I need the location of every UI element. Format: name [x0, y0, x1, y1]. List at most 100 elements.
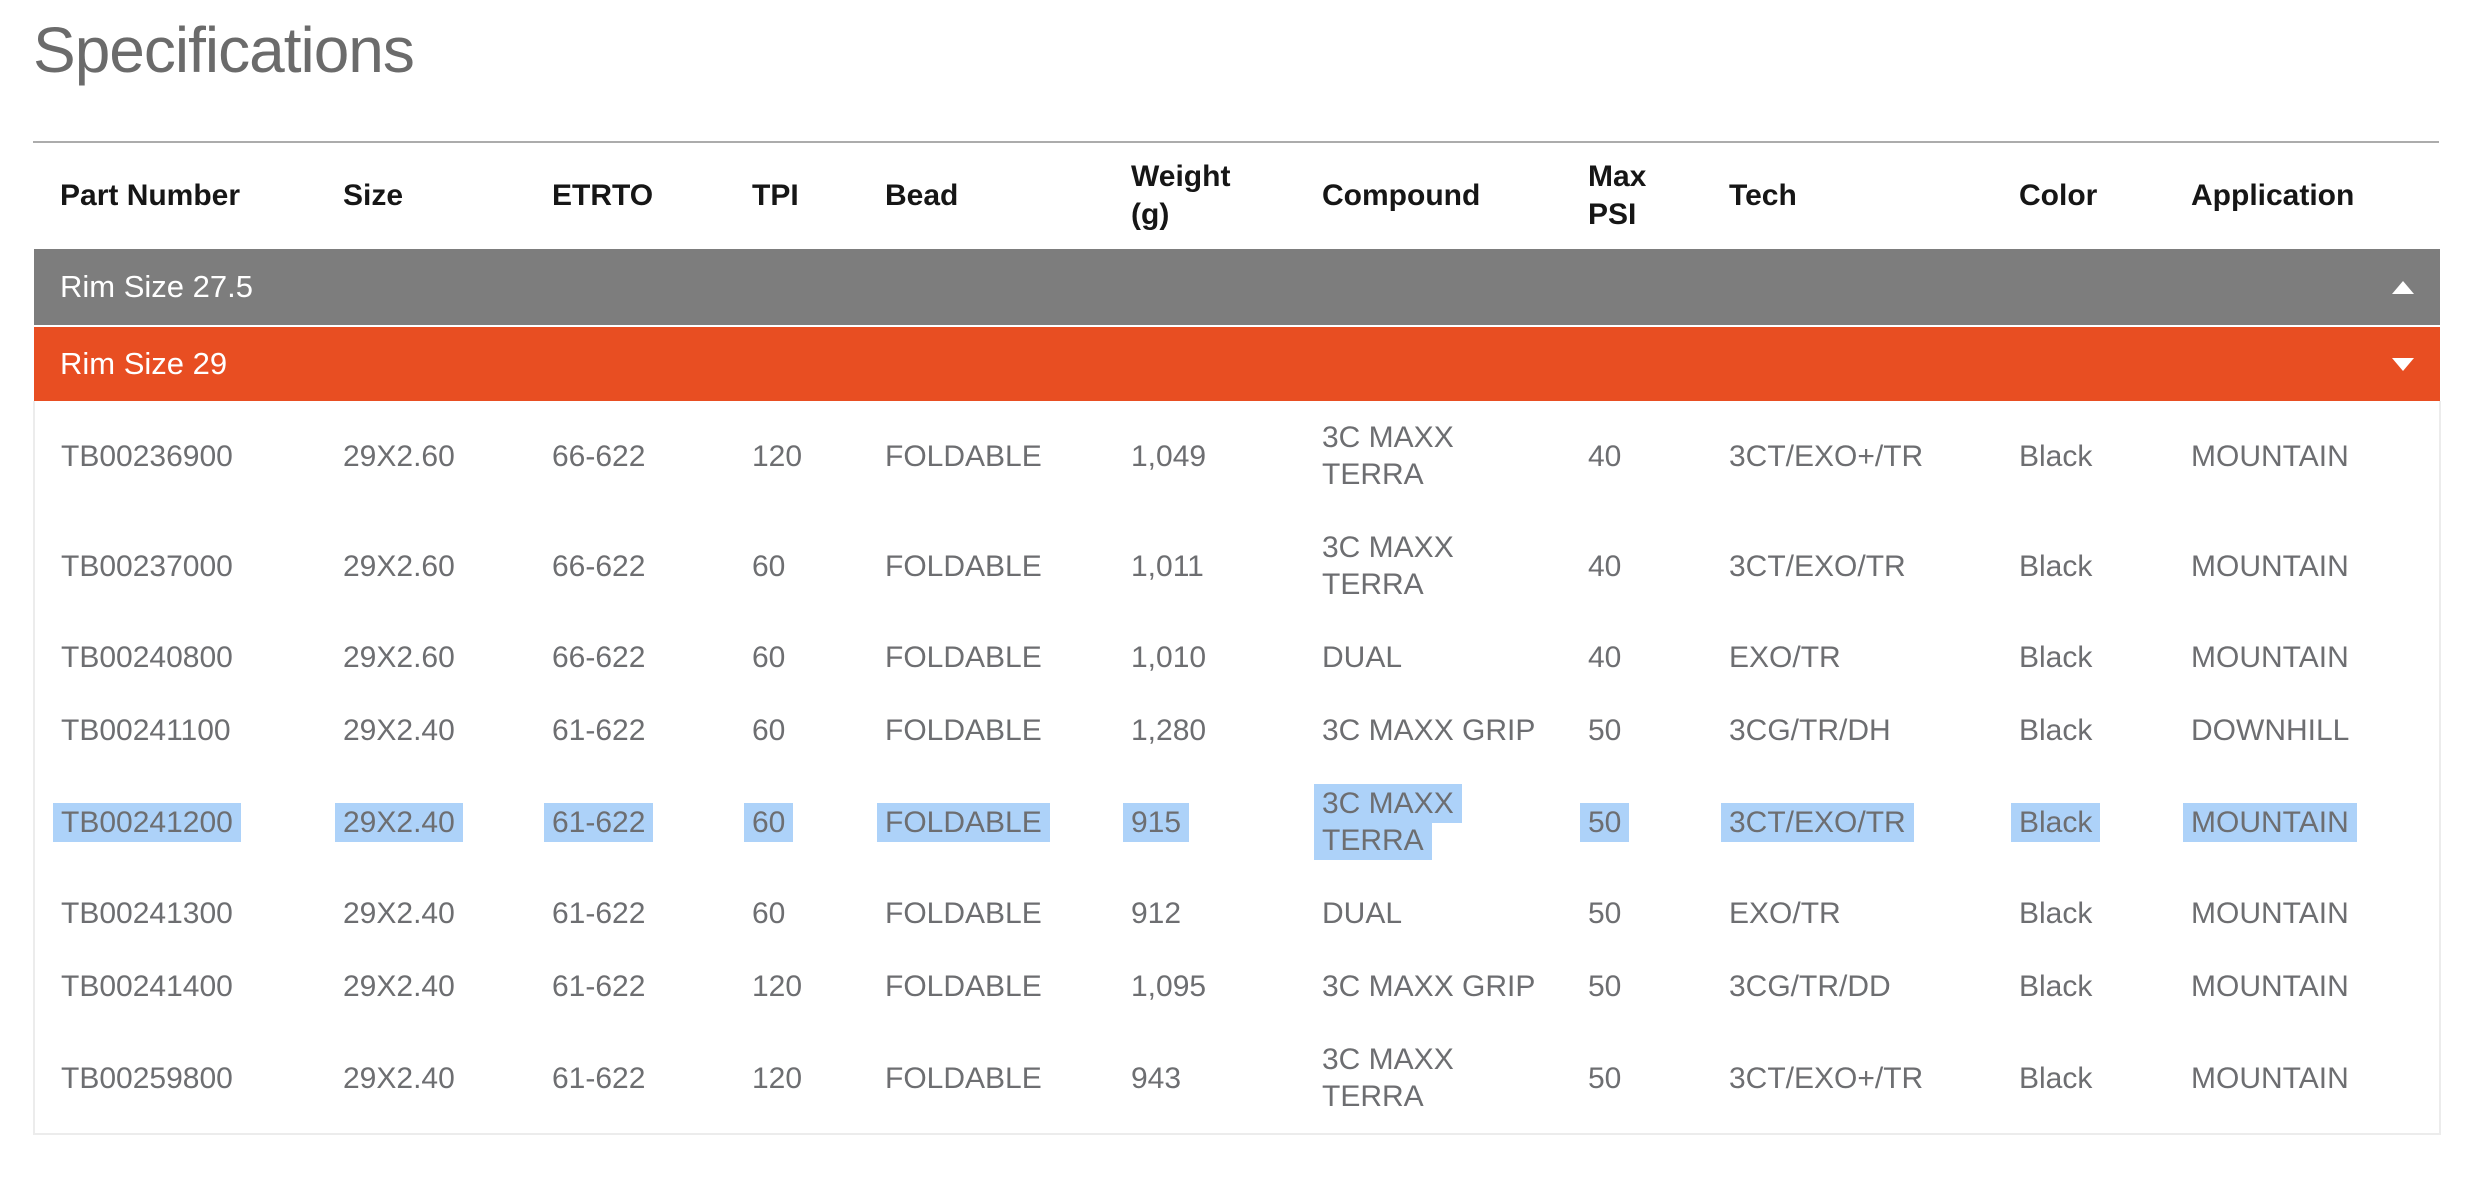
cell-max-psi: 50 [1588, 1061, 1622, 1095]
cell-etrto: 66-622 [552, 641, 646, 674]
chevron-down-icon [2392, 357, 2414, 371]
cell-color: Black [2019, 970, 2093, 1003]
cell-application: MOUNTAIN [2191, 439, 2349, 473]
cell-weight: 1,095 [1131, 970, 1207, 1003]
cell-application: MOUNTAIN [2165, 767, 2440, 877]
cell-max-psi: 50 [1588, 970, 1622, 1003]
cell-etrto: 61-622 [552, 897, 646, 930]
rim-size-29-label: Rim Size 29 [60, 346, 228, 381]
cell-tech: 3CG/TR/DH [1729, 714, 1891, 747]
cell-bead: FOLDABLE [885, 897, 1042, 930]
rim-size-27-5-section-header[interactable]: Rim Size 27.5 [34, 249, 2440, 325]
column-header-size: Size [343, 179, 404, 212]
column-header-max-psi: Max PSI [1588, 160, 1647, 231]
header-row: Part Number Size ETRTO TPI Bead Weight (g… [34, 143, 2440, 249]
column-header-part-number: Part Number [60, 179, 241, 212]
cell-color: Black [2019, 549, 2093, 583]
cell-compound: 3C MAXX GRIP [1322, 714, 1536, 747]
column-header-weight: Weight (g) [1131, 160, 1231, 231]
cell-size: 29X2.60 [343, 439, 455, 473]
column-header-tech: Tech [1729, 179, 1797, 212]
page-title: Specifications [33, 14, 415, 86]
cell-tech: EXO/TR [1729, 641, 1841, 674]
cell-size: 29X2.40 [343, 714, 455, 747]
cell-tech: 3CT/EXO/TR [1729, 549, 1906, 583]
cell-compound: DUAL [1322, 897, 1403, 930]
cell-bead: FOLDABLE [885, 1061, 1042, 1095]
spec-table-body: TB00236900 29X2.60 66-622 120 FOLDABLE 1… [34, 401, 2440, 1134]
cell-tpi: 60 [752, 641, 786, 674]
cell-compound: 3C MAXX TERRA [1322, 1043, 1454, 1113]
spec-table: Part Number Size ETRTO TPI Bead Weight (g… [33, 141, 2440, 1135]
table-row: TB00259800 29X2.40 61-622 120 FOLDABLE 9… [34, 1023, 2440, 1134]
column-header-application: Application [2191, 179, 2355, 212]
column-header-bead: Bead [885, 179, 959, 212]
cell-part-number: TB00259800 [61, 1061, 233, 1095]
cell-color: Black [2019, 641, 2093, 674]
cell-color: Black [2019, 714, 2093, 747]
cell-color: Black [2019, 897, 2093, 930]
cell-color: Black [2019, 1061, 2093, 1095]
cell-application: DOWNHILL [2191, 714, 2350, 747]
cell-application: MOUNTAIN [2191, 970, 2349, 1003]
cell-application: MOUNTAIN [2191, 549, 2349, 583]
cell-part-number: TB00241300 [61, 897, 233, 930]
chevron-up-icon [2392, 280, 2414, 294]
cell-tpi: 120 [752, 439, 803, 473]
table-row: TB00241400 29X2.40 61-622 120 FOLDABLE 1… [34, 950, 2440, 1023]
cell-weight: 915 [1105, 767, 1296, 877]
cell-weight: 1,010 [1131, 641, 1207, 674]
cell-tpi: 120 [752, 970, 803, 1003]
cell-application: MOUNTAIN [2191, 641, 2349, 674]
table-row: TB00241100 29X2.40 61-622 60 FOLDABLE 1,… [34, 694, 2440, 767]
cell-color: Black [1993, 767, 2165, 877]
cell-size: 29X2.60 [343, 641, 455, 674]
cell-application: MOUNTAIN [2191, 1061, 2349, 1095]
cell-etrto: 61-622 [552, 970, 646, 1003]
cell-tpi: 120 [752, 1061, 803, 1095]
cell-size: 29X2.40 [343, 970, 455, 1003]
cell-part-number: TB00241200 [34, 767, 317, 877]
cell-tech: 3CT/EXO+/TR [1729, 1061, 1924, 1095]
rim-size-29-section-header[interactable]: Rim Size 29 [34, 325, 2440, 401]
cell-bead: FOLDABLE [885, 439, 1042, 473]
cell-weight: 912 [1131, 897, 1182, 930]
cell-tpi: 60 [752, 549, 786, 583]
cell-compound: 3C MAXX TERRA [1322, 531, 1454, 601]
cell-max-psi: 40 [1588, 641, 1622, 674]
table-row: TB00237000 29X2.60 66-622 60 FOLDABLE 1,… [34, 511, 2440, 621]
cell-size: 29X2.60 [343, 549, 455, 583]
rim-size-27-5-label: Rim Size 27.5 [60, 269, 253, 304]
cell-bead: FOLDABLE [885, 549, 1042, 583]
cell-bead: FOLDABLE [885, 714, 1042, 747]
cell-weight: 1,280 [1131, 714, 1207, 747]
cell-compound: 3C MAXX TERRA [1296, 767, 1562, 877]
cell-compound: 3C MAXX TERRA [1322, 421, 1454, 491]
cell-tech: 3CT/EXO/TR [1703, 767, 1993, 877]
cell-tech: 3CG/TR/DD [1729, 970, 1891, 1003]
cell-max-psi: 50 [1562, 767, 1703, 877]
cell-size: 29X2.40 [317, 767, 526, 877]
table-row: TB00240800 29X2.60 66-622 60 FOLDABLE 1,… [34, 621, 2440, 694]
cell-max-psi: 40 [1588, 439, 1622, 473]
cell-size: 29X2.40 [343, 1061, 455, 1095]
cell-max-psi: 50 [1588, 897, 1622, 930]
cell-part-number: TB00236900 [61, 439, 233, 473]
column-header-color: Color [2019, 179, 2098, 212]
cell-bead: FOLDABLE [885, 970, 1042, 1003]
cell-part-number: TB00241400 [61, 970, 233, 1003]
cell-etrto: 66-622 [552, 549, 646, 583]
column-header-tpi: TPI [752, 179, 799, 212]
cell-etrto: 61-622 [552, 1061, 646, 1095]
table-row: TB00241200 29X2.40 61-622 60 FOLDABLE 91… [34, 767, 2440, 877]
cell-color: Black [2019, 439, 2093, 473]
cell-weight: 1,049 [1131, 439, 1207, 473]
cell-tpi: 60 [726, 767, 859, 877]
cell-part-number: TB00240800 [61, 641, 233, 674]
cell-bead: FOLDABLE [885, 641, 1042, 674]
cell-weight: 1,011 [1131, 549, 1204, 583]
cell-max-psi: 40 [1588, 549, 1622, 583]
cell-compound: DUAL [1322, 641, 1403, 674]
cell-part-number: TB00241100 [61, 714, 231, 747]
cell-part-number: TB00237000 [61, 549, 233, 583]
